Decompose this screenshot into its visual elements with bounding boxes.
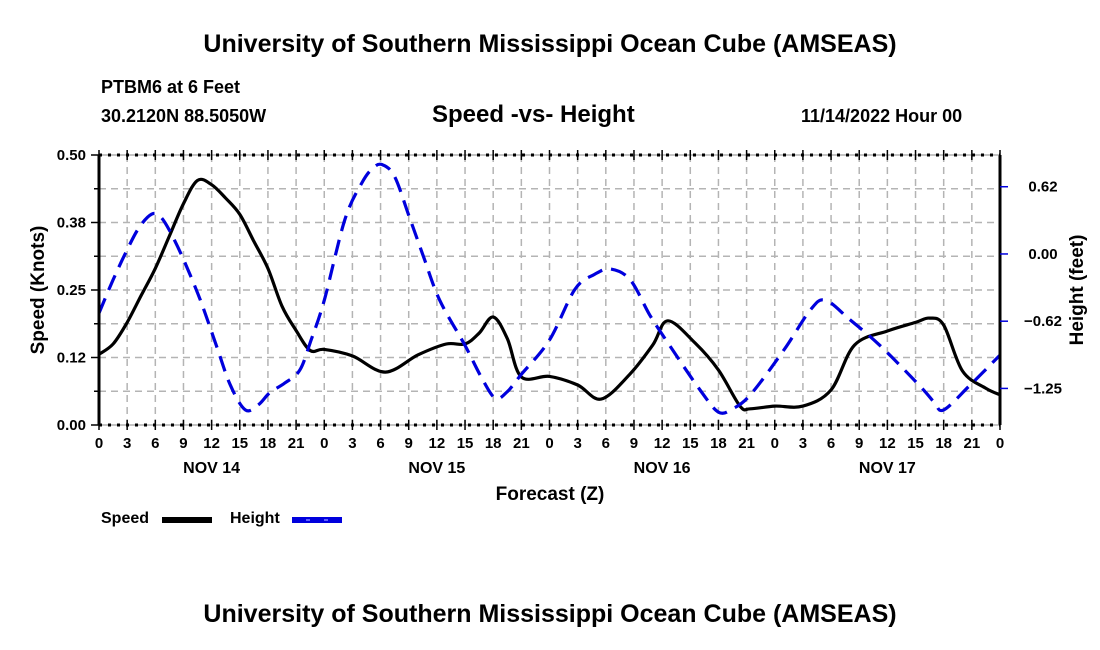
speed-height-chart: 0 3 6 9 12 15 18 21 0 3 6 9 12 15 18 21 0 3 6 9 12 15 18 21 0 3 6 9… — [28, 147, 1088, 505]
x-tick-label: 9 — [855, 435, 863, 452]
y2-tick-label: −1.25 — [1024, 380, 1062, 397]
axis-ticks — [91, 150, 1008, 430]
x-tick-label: 6 — [376, 435, 384, 452]
x-tick-label: 12 — [879, 435, 896, 452]
chart-title: University of Southern Mississippi Ocean… — [203, 30, 897, 58]
x-tick-label: 3 — [348, 435, 356, 452]
legend-speed-swatch — [162, 517, 212, 523]
x-tick-label: 3 — [573, 435, 581, 452]
x-day-label: NOV 17 — [859, 460, 916, 477]
x-tick-label: 0 — [545, 435, 553, 452]
x-tick-label: 0 — [771, 435, 779, 452]
x-tick-label: 6 — [151, 435, 159, 452]
x-tick-label: 15 — [682, 435, 699, 452]
x-tick-label: 18 — [935, 435, 952, 452]
series-lines — [97, 162, 1002, 415]
y2-tick-label: 0.00 — [1028, 246, 1057, 263]
station-coordinates: 30.2120N 88.5050W — [101, 106, 267, 126]
x-tick-label: 12 — [203, 435, 220, 452]
station-label: PTBM6 at 6 Feet — [101, 77, 241, 97]
grid — [99, 155, 1000, 425]
y2-tick-label: 0.62 — [1028, 179, 1057, 196]
x-tick-label: 6 — [827, 435, 835, 452]
x-tick-label: 18 — [485, 435, 502, 452]
x-day-label: NOV 14 — [183, 460, 240, 477]
legend-height-label: Height — [230, 510, 280, 527]
axis-labels: 0 3 6 9 12 15 18 21 0 3 6 9 12 15 18 21 0 3 6 9 12 15 18 21 0 3 6 9… — [57, 147, 1062, 477]
series-line-speed — [98, 177, 1001, 412]
y-axis-title: Speed (Knots) — [28, 226, 49, 355]
y-tick-label: 0.50 — [57, 147, 86, 164]
x-tick-label: 15 — [907, 435, 924, 452]
x-tick-label: 0 — [320, 435, 328, 452]
x-tick-label: 3 — [123, 435, 131, 452]
forecast-date: 11/14/2022 Hour 00 — [801, 106, 963, 126]
x-tick-label: 6 — [602, 435, 610, 452]
x-tick-label: 12 — [654, 435, 671, 452]
x-tick-label: 9 — [630, 435, 638, 452]
x-axis-title: Forecast (Z) — [496, 484, 605, 505]
x-tick-label: 12 — [429, 435, 446, 452]
legend-height-swatch — [292, 517, 342, 523]
x-tick-label: 15 — [231, 435, 248, 452]
x-tick-label: 15 — [457, 435, 474, 452]
legend-speed-label: Speed — [101, 510, 150, 527]
y2-axis-title: Height (feet) — [1067, 235, 1088, 346]
x-tick-label: 3 — [799, 435, 807, 452]
y-tick-label: 0.38 — [57, 215, 86, 232]
x-day-label: NOV 16 — [634, 460, 691, 477]
y-tick-label: 0.12 — [57, 350, 86, 367]
y-tick-label: 0.25 — [57, 282, 86, 299]
x-day-label: NOV 15 — [408, 460, 465, 477]
x-tick-label: 0 — [996, 435, 1004, 452]
y-tick-label: 0.00 — [57, 417, 86, 434]
x-tick-label: 21 — [964, 435, 981, 452]
footer-title: University of Southern Mississippi Ocean… — [203, 600, 897, 628]
y2-tick-label: −0.62 — [1024, 313, 1062, 330]
x-tick-label: 18 — [260, 435, 277, 452]
x-tick-label: 9 — [179, 435, 187, 452]
chart-subtitle: Speed -vs- Height — [432, 101, 635, 128]
x-tick-label: 0 — [95, 435, 103, 452]
series-line-height — [97, 162, 1002, 415]
x-tick-label: 21 — [738, 435, 755, 452]
x-tick-label: 9 — [405, 435, 413, 452]
x-tick-label: 21 — [288, 435, 305, 452]
x-tick-label: 18 — [710, 435, 727, 452]
x-tick-label: 21 — [513, 435, 530, 452]
